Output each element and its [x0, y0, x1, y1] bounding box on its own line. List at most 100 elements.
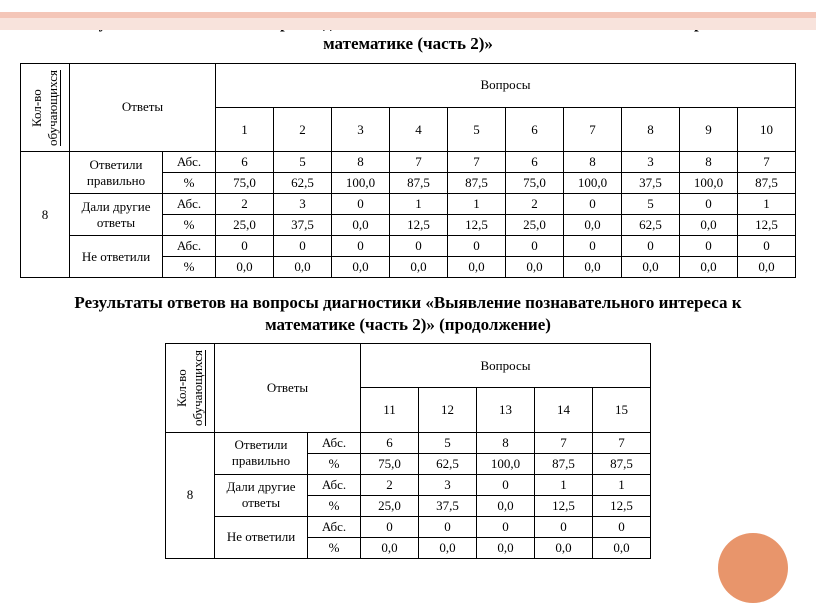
cell-abs: 1	[593, 474, 651, 495]
cell-pct: 0,0	[564, 215, 622, 236]
cell-abs: 5	[274, 152, 332, 173]
cell-abs: 7	[593, 432, 651, 453]
question-number: 13	[477, 388, 535, 433]
cell-abs: 5	[419, 432, 477, 453]
cell-abs: 0	[564, 236, 622, 257]
col-header-count: Кол-вообучающихся	[166, 343, 215, 432]
cell-abs: 1	[738, 194, 796, 215]
cell-pct: 12,5	[535, 495, 593, 516]
cell-pct: 75,0	[216, 173, 274, 194]
decor-band-mid	[0, 18, 816, 30]
question-number: 14	[535, 388, 593, 433]
accent-circle-icon	[718, 533, 788, 603]
cell-pct: 0,0	[361, 537, 419, 558]
row-label: Ответили правильно	[70, 152, 163, 194]
pct-label: %	[163, 173, 216, 194]
cell-abs: 0	[332, 194, 390, 215]
cell-pct: 0,0	[274, 257, 332, 278]
table-1-container: Кол-вообучающихсяОтветыВопросы1234567891…	[0, 63, 816, 279]
count-value: 8	[21, 152, 70, 278]
cell-abs: 1	[390, 194, 448, 215]
cell-pct: 12,5	[593, 495, 651, 516]
cell-pct: 87,5	[390, 173, 448, 194]
row-label: Дали другие ответы	[70, 194, 163, 236]
cell-abs: 7	[448, 152, 506, 173]
cell-abs: 0	[274, 236, 332, 257]
col-header-count: Кол-вообучающихся	[21, 63, 70, 152]
cell-pct: 0,0	[419, 537, 477, 558]
row-label: Не ответили	[70, 236, 163, 278]
cell-abs: 1	[535, 474, 593, 495]
cell-abs: 0	[361, 516, 419, 537]
cell-pct: 12,5	[448, 215, 506, 236]
cell-pct: 87,5	[738, 173, 796, 194]
cell-pct: 25,0	[506, 215, 564, 236]
cell-abs: 8	[477, 432, 535, 453]
cell-abs: 7	[535, 432, 593, 453]
row-label: Дали другие ответы	[215, 474, 308, 516]
cell-pct: 100,0	[477, 453, 535, 474]
cell-pct: 0,0	[564, 257, 622, 278]
cell-pct: 75,0	[361, 453, 419, 474]
cell-abs: 7	[390, 152, 448, 173]
cell-pct: 37,5	[274, 215, 332, 236]
question-number: 15	[593, 388, 651, 433]
row-label: Не ответили	[215, 516, 308, 558]
cell-abs: 0	[419, 516, 477, 537]
question-number: 12	[419, 388, 477, 433]
cell-abs: 0	[738, 236, 796, 257]
question-number: 6	[506, 107, 564, 152]
cell-pct: 75,0	[506, 173, 564, 194]
cell-abs: 2	[361, 474, 419, 495]
cell-abs: 0	[680, 194, 738, 215]
cell-pct: 87,5	[593, 453, 651, 474]
cell-pct: 0,0	[680, 257, 738, 278]
row-label: Ответили правильно	[215, 432, 308, 474]
cell-pct: 12,5	[390, 215, 448, 236]
cell-pct: 87,5	[448, 173, 506, 194]
cell-pct: 25,0	[216, 215, 274, 236]
abs-label: Абс.	[308, 516, 361, 537]
cell-pct: 100,0	[680, 173, 738, 194]
cell-abs: 5	[622, 194, 680, 215]
count-value: 8	[166, 432, 215, 558]
cell-abs: 0	[477, 516, 535, 537]
question-number: 9	[680, 107, 738, 152]
cell-pct: 25,0	[361, 495, 419, 516]
results-table-2: Кол-вообучающихсяОтветыВопросы1112131415…	[165, 343, 651, 559]
cell-pct: 0,0	[593, 537, 651, 558]
abs-label: Абс.	[163, 194, 216, 215]
cell-pct: 37,5	[419, 495, 477, 516]
cell-abs: 0	[390, 236, 448, 257]
abs-label: Абс.	[308, 474, 361, 495]
cell-abs: 6	[216, 152, 274, 173]
cell-pct: 62,5	[622, 215, 680, 236]
cell-abs: 0	[564, 194, 622, 215]
cell-pct: 0,0	[680, 215, 738, 236]
pct-label: %	[308, 495, 361, 516]
cell-abs: 1	[448, 194, 506, 215]
cell-pct: 0,0	[448, 257, 506, 278]
cell-pct: 0,0	[216, 257, 274, 278]
cell-abs: 8	[332, 152, 390, 173]
pct-label: %	[163, 257, 216, 278]
cell-abs: 8	[680, 152, 738, 173]
cell-pct: 100,0	[564, 173, 622, 194]
cell-pct: 0,0	[535, 537, 593, 558]
question-number: 3	[332, 107, 390, 152]
cell-abs: 0	[506, 236, 564, 257]
cell-pct: 0,0	[390, 257, 448, 278]
cell-abs: 0	[216, 236, 274, 257]
cell-pct: 0,0	[477, 537, 535, 558]
pct-label: %	[163, 215, 216, 236]
question-number: 1	[216, 107, 274, 152]
col-header-questions: Вопросы	[361, 343, 651, 387]
cell-pct: 0,0	[622, 257, 680, 278]
cell-pct: 100,0	[332, 173, 390, 194]
pct-label: %	[308, 453, 361, 474]
cell-pct: 0,0	[506, 257, 564, 278]
cell-pct: 0,0	[477, 495, 535, 516]
cell-abs: 3	[274, 194, 332, 215]
cell-abs: 7	[738, 152, 796, 173]
col-header-answers: Ответы	[70, 63, 216, 152]
